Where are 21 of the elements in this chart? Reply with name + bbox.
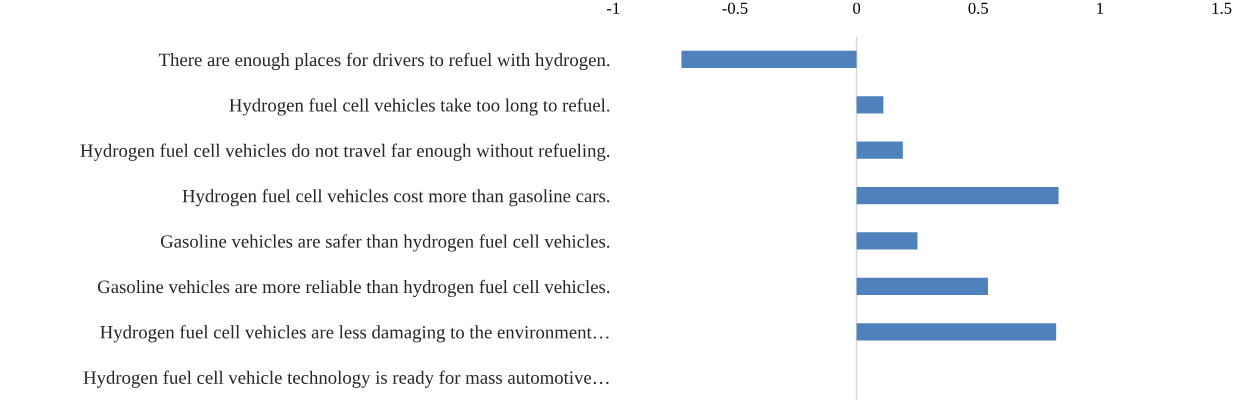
x-tick-label: 0 [853, 2, 861, 14]
bar [856, 232, 918, 250]
y-tick-label: Hydrogen fuel cell vehicles cost more than gasoline cars. [182, 188, 610, 207]
bar [681, 50, 857, 69]
x-tick-label: -0.5 [722, 2, 748, 14]
y-tick-label: Gasoline vehicles are more reliable than hydrogen fuel cell vehicles. [97, 279, 610, 298]
bar [856, 141, 903, 159]
y-tick-label: Hydrogen fuel cell vehicle technology is ready for mass automotive… [83, 370, 609, 388]
y-tick-label: Hydrogen fuel cell vehicles take too long to refuel. [229, 98, 610, 116]
x-tick-label: 1 [1097, 2, 1104, 14]
y-tick-label: There are enough places for drivers to refuel with hydrogen. [158, 52, 610, 71]
y-tick-label: Gasoline vehicles are safer than hydrogen fuel cell vehicles. [160, 234, 610, 252]
bar [856, 96, 884, 114]
bar [856, 277, 989, 295]
x-tick-label: -1 [606, 2, 620, 14]
x-tick-label: 0.5 [968, 2, 989, 14]
y-tick-label: Hydrogen fuel cell vehicles do not travel far enough without refueling. [80, 143, 610, 161]
y-tick-label: Hydrogen fuel cell vehicles are less damaging to the environment… [100, 325, 609, 343]
bar [856, 323, 1057, 341]
x-tick-label: 1.5 [1212, 2, 1232, 14]
bar [856, 186, 1059, 205]
